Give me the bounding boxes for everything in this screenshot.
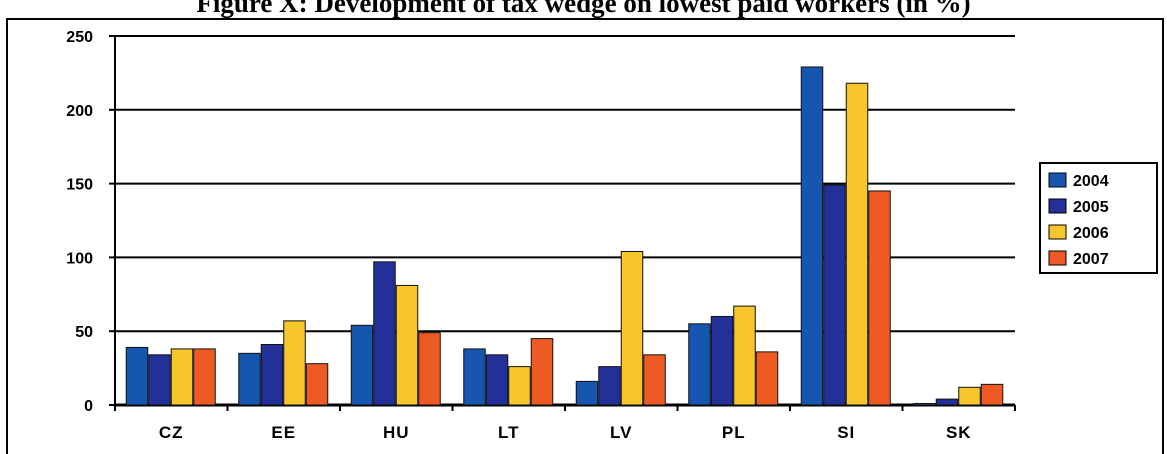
x-tick-label: LT xyxy=(498,423,520,442)
x-tick-label: LV xyxy=(610,423,632,442)
bar-LV-2007 xyxy=(643,354,666,406)
bar-PL-2004 xyxy=(688,323,711,406)
legend-swatch-2007 xyxy=(1048,250,1067,266)
legend-label-2006: 2006 xyxy=(1073,225,1109,242)
bar-SK-2006 xyxy=(958,386,981,406)
bar-LT-2007 xyxy=(530,338,554,406)
bar-CZ-2006 xyxy=(170,348,194,406)
bar-HU-2007 xyxy=(418,332,441,406)
bar-CZ-2005 xyxy=(148,354,171,406)
x-tick-label: SK xyxy=(946,423,972,442)
legend-swatch-2005 xyxy=(1048,198,1067,214)
bar-HU-2006 xyxy=(395,284,419,406)
x-tick-label: EE xyxy=(271,423,296,442)
bar-PL-2007 xyxy=(755,351,779,406)
bar-EE-2007 xyxy=(305,363,329,406)
bar-SK-2004 xyxy=(913,403,936,406)
bar-HU-2005 xyxy=(373,261,396,406)
bar-SK-2005 xyxy=(935,398,959,406)
bar-SI-2007 xyxy=(868,190,891,406)
bar-LV-2004 xyxy=(575,380,599,406)
bar-CZ-2007 xyxy=(193,348,216,406)
y-tick-label: 250 xyxy=(66,29,93,46)
x-tick-label: SI xyxy=(837,423,855,442)
bar-EE-2006 xyxy=(283,320,306,406)
bar-LT-2005 xyxy=(485,354,509,406)
y-tick-label: 150 xyxy=(66,177,93,194)
legend-label-2005: 2005 xyxy=(1073,199,1109,216)
bar-EE-2004 xyxy=(238,352,261,406)
bar-SI-2005 xyxy=(823,184,846,406)
bar-LT-2006 xyxy=(508,366,531,406)
bar-LV-2005 xyxy=(598,366,621,406)
bar-SI-2004 xyxy=(800,66,824,406)
bar-EE-2005 xyxy=(260,343,284,406)
y-tick-label: 200 xyxy=(66,103,93,120)
y-tick-label: 50 xyxy=(75,324,93,341)
bar-PL-2006 xyxy=(733,305,756,406)
x-tick-label: PL xyxy=(722,423,746,442)
bar-PL-2005 xyxy=(710,315,734,406)
bar-CZ-2004 xyxy=(125,346,149,406)
bar-LV-2006 xyxy=(620,250,644,406)
legend-label-2007: 2007 xyxy=(1073,251,1109,268)
legend-label-2004: 2004 xyxy=(1073,173,1109,190)
chart-title: Figure X: Development of tax wedge on lo… xyxy=(196,0,971,18)
y-tick-label: 0 xyxy=(84,398,93,415)
legend-swatch-2006 xyxy=(1048,224,1067,240)
x-tick-label: CZ xyxy=(159,423,184,442)
chart-frame xyxy=(6,18,1164,454)
bar-LT-2004 xyxy=(463,348,486,406)
legend-swatch-2004 xyxy=(1048,172,1067,188)
bar-SK-2007 xyxy=(980,383,1004,406)
x-tick-label: HU xyxy=(383,423,410,442)
bar-SI-2006 xyxy=(845,82,869,406)
bar-HU-2004 xyxy=(350,324,374,406)
y-tick-label: 100 xyxy=(66,250,93,267)
